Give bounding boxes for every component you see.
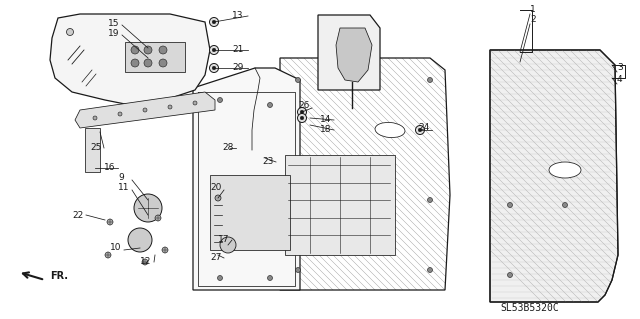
Polygon shape — [75, 92, 215, 128]
Text: 23: 23 — [262, 158, 273, 167]
Circle shape — [296, 78, 301, 83]
Circle shape — [298, 114, 307, 122]
Text: 12: 12 — [140, 257, 152, 266]
Circle shape — [128, 228, 152, 252]
Text: 10: 10 — [110, 243, 122, 253]
Text: 20: 20 — [210, 183, 221, 192]
Text: 18: 18 — [320, 125, 332, 135]
Polygon shape — [336, 28, 372, 82]
Circle shape — [268, 102, 273, 108]
Polygon shape — [210, 175, 290, 250]
Text: 13: 13 — [232, 11, 243, 20]
Circle shape — [298, 108, 307, 116]
Text: FR.: FR. — [50, 271, 68, 281]
Text: 3: 3 — [617, 63, 623, 72]
Polygon shape — [490, 50, 618, 302]
Text: SL53B5320C: SL53B5320C — [500, 303, 559, 313]
Text: 24: 24 — [418, 123, 429, 132]
Text: 14: 14 — [320, 115, 332, 124]
Polygon shape — [125, 42, 185, 72]
Circle shape — [155, 215, 161, 221]
Text: 26: 26 — [298, 100, 309, 109]
Circle shape — [193, 101, 197, 105]
Circle shape — [508, 272, 513, 278]
Circle shape — [218, 276, 223, 280]
Circle shape — [428, 268, 433, 272]
Circle shape — [296, 268, 301, 272]
Text: 9: 9 — [118, 174, 124, 182]
Circle shape — [144, 59, 152, 67]
Circle shape — [209, 46, 218, 55]
Polygon shape — [318, 15, 380, 90]
Circle shape — [143, 108, 147, 112]
Circle shape — [212, 66, 216, 70]
Circle shape — [212, 48, 216, 52]
Polygon shape — [285, 155, 395, 255]
Circle shape — [67, 28, 74, 35]
Circle shape — [105, 252, 111, 258]
Circle shape — [144, 46, 152, 54]
Circle shape — [508, 203, 513, 207]
Circle shape — [131, 59, 139, 67]
Polygon shape — [193, 68, 300, 290]
Text: 22: 22 — [72, 211, 83, 219]
Circle shape — [93, 116, 97, 120]
Text: 29: 29 — [232, 63, 243, 72]
Polygon shape — [85, 128, 100, 172]
Text: 4: 4 — [617, 76, 623, 85]
Circle shape — [118, 112, 122, 116]
Circle shape — [418, 128, 422, 132]
Circle shape — [159, 59, 167, 67]
Text: 17: 17 — [218, 235, 230, 244]
Text: 1: 1 — [530, 5, 536, 14]
Circle shape — [428, 197, 433, 203]
Circle shape — [142, 259, 148, 265]
Ellipse shape — [375, 122, 405, 137]
Circle shape — [209, 63, 218, 72]
Circle shape — [220, 237, 236, 253]
Polygon shape — [50, 14, 210, 105]
Circle shape — [415, 125, 424, 135]
Circle shape — [215, 195, 221, 201]
Text: 19: 19 — [108, 28, 120, 38]
Text: 2: 2 — [530, 16, 536, 25]
Circle shape — [563, 203, 568, 207]
Text: 28: 28 — [222, 144, 234, 152]
Text: 21: 21 — [232, 46, 243, 55]
Circle shape — [159, 46, 167, 54]
Circle shape — [268, 276, 273, 280]
Circle shape — [168, 105, 172, 109]
Circle shape — [428, 78, 433, 83]
Text: 25: 25 — [90, 144, 101, 152]
Text: 15: 15 — [108, 19, 120, 27]
Circle shape — [134, 194, 162, 222]
Circle shape — [209, 18, 218, 26]
Circle shape — [162, 247, 168, 253]
Text: 27: 27 — [210, 254, 221, 263]
Circle shape — [212, 20, 216, 24]
Circle shape — [131, 46, 139, 54]
Ellipse shape — [549, 162, 581, 178]
Circle shape — [218, 98, 223, 102]
Circle shape — [300, 116, 304, 120]
Text: 11: 11 — [118, 183, 129, 192]
Text: 16: 16 — [104, 164, 115, 173]
Circle shape — [107, 219, 113, 225]
Circle shape — [300, 110, 304, 114]
